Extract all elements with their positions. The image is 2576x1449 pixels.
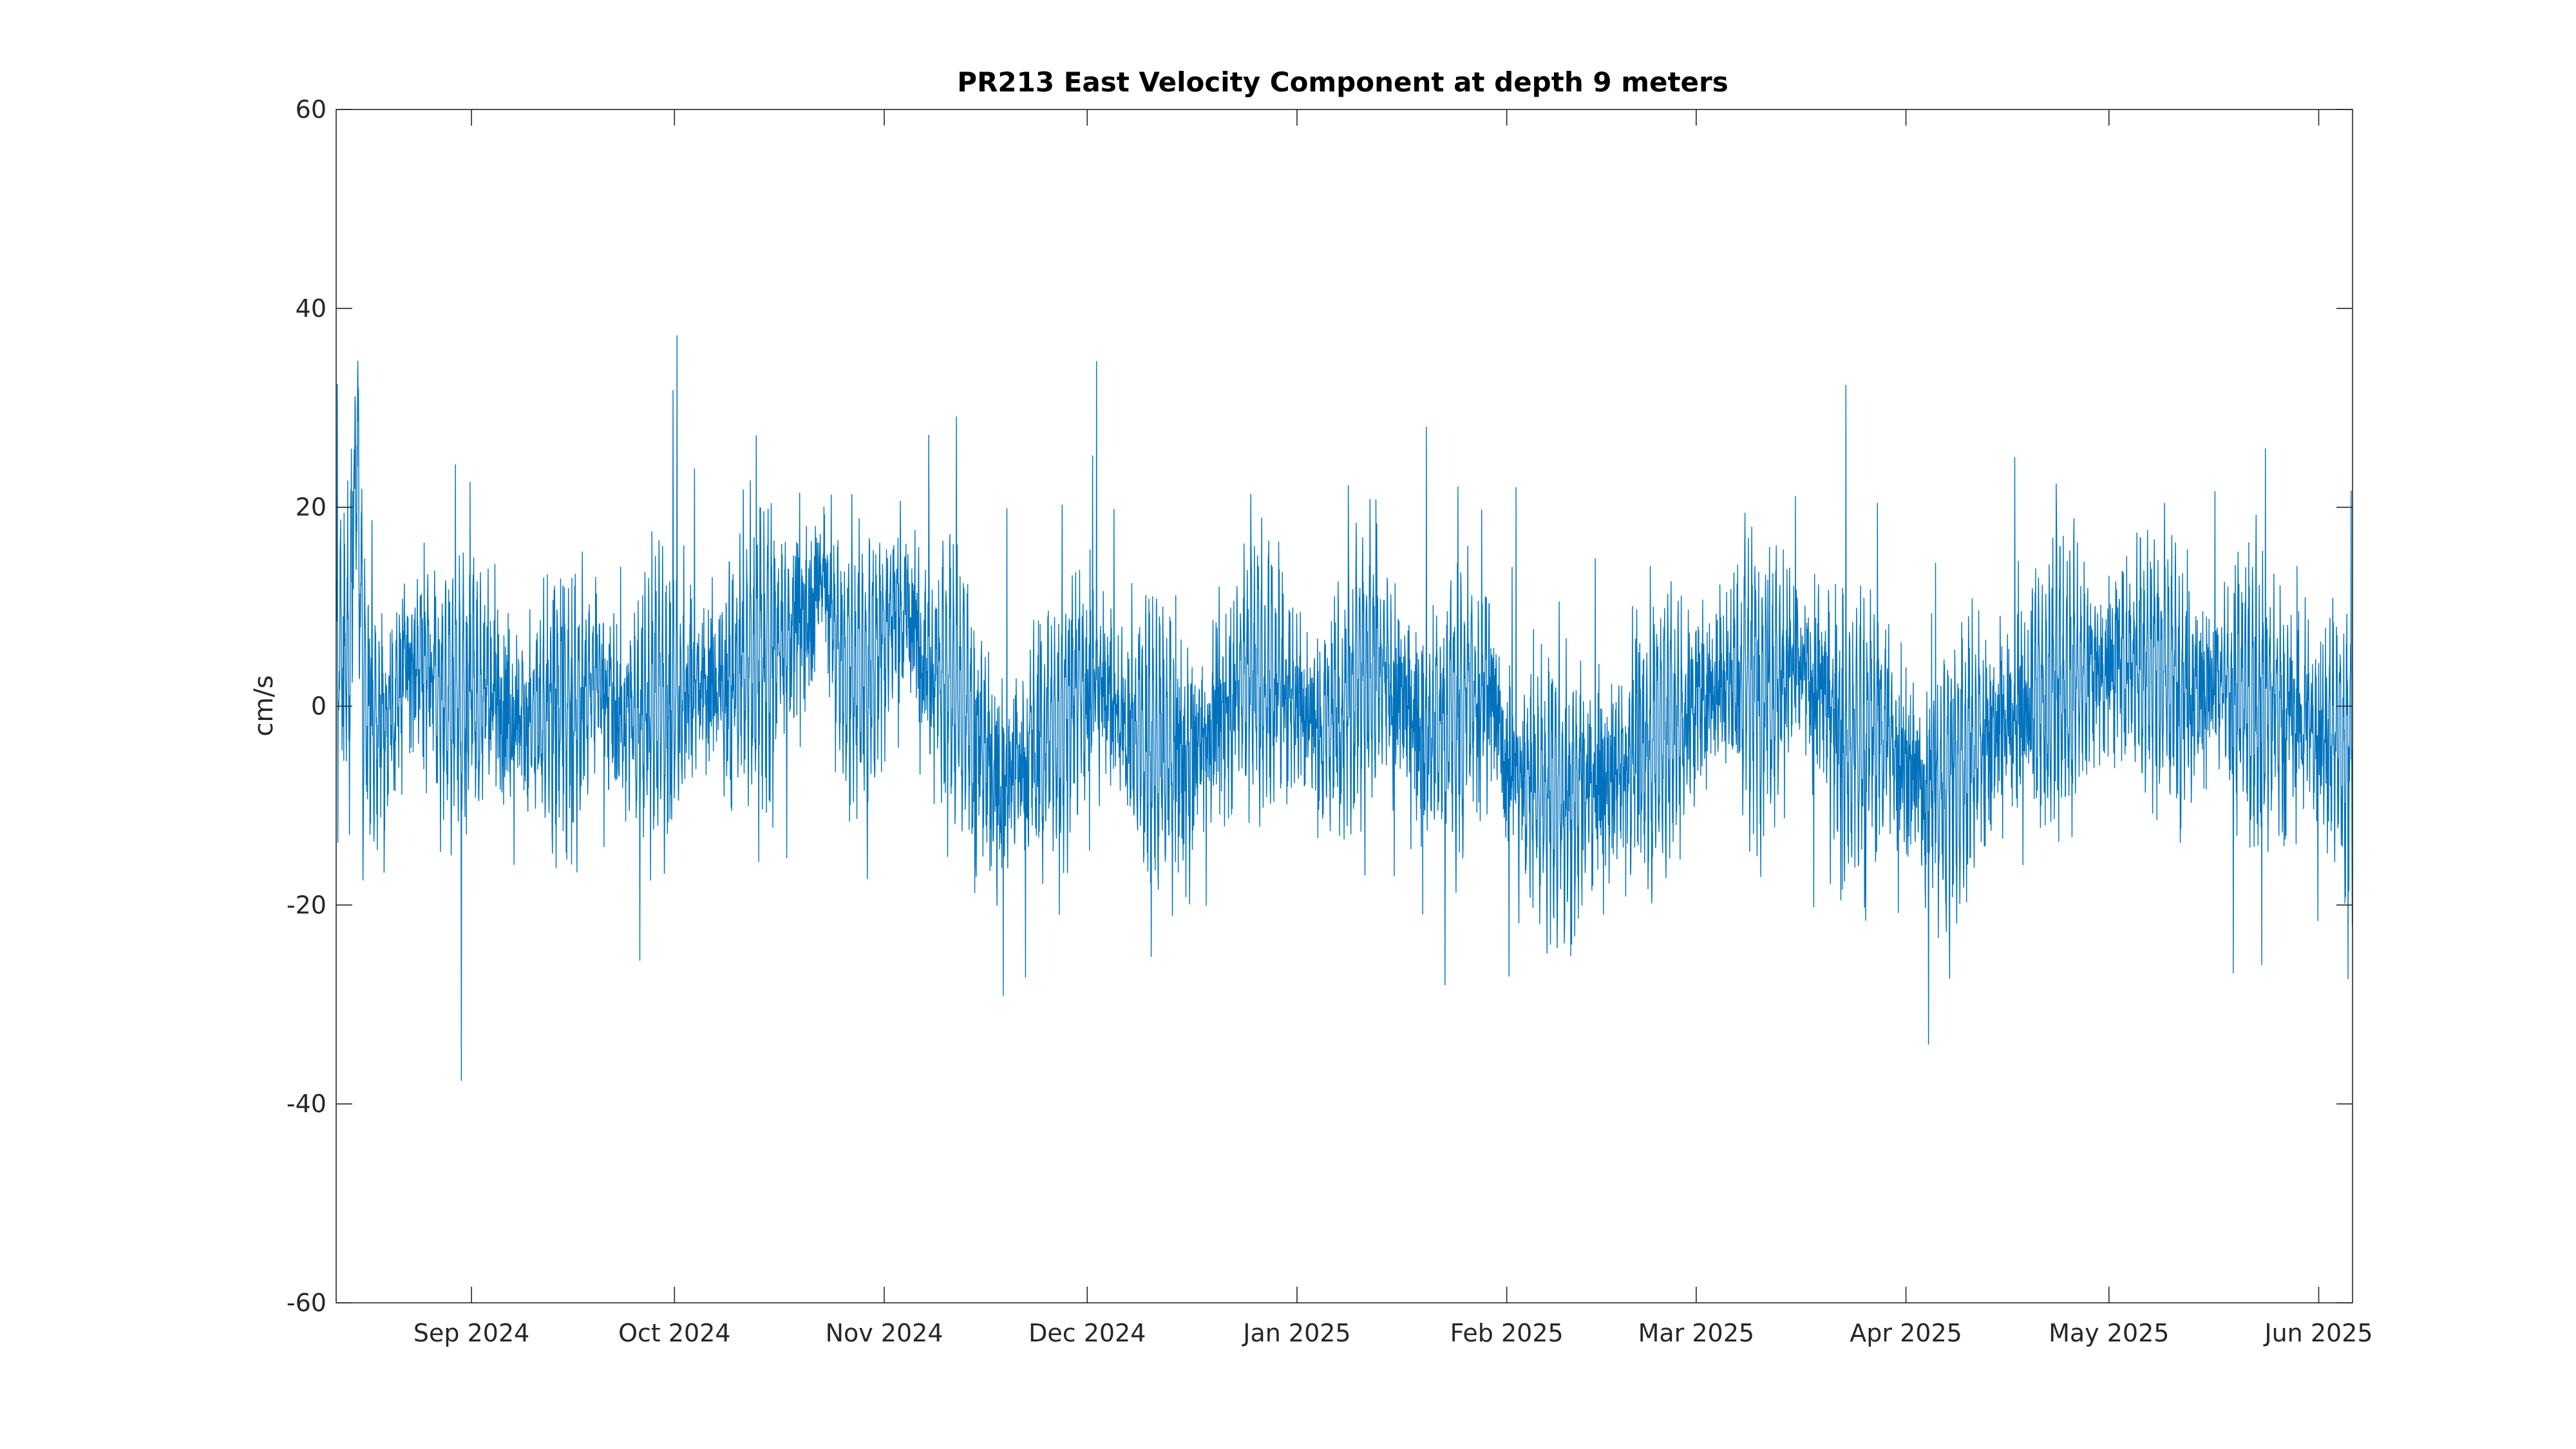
y-tick-label: 0 <box>311 692 327 721</box>
x-tick-label: Apr 2025 <box>1850 1319 1962 1347</box>
x-tick-label: Jun 2025 <box>2263 1319 2372 1347</box>
x-tick-label: Nov 2024 <box>826 1319 943 1347</box>
x-tick-label: Oct 2024 <box>618 1319 731 1347</box>
y-tick-label: 60 <box>296 95 327 124</box>
series-line-east-velocity <box>336 335 2353 1081</box>
y-tick-label: 20 <box>296 493 327 522</box>
x-tick-label: Mar 2025 <box>1638 1319 1754 1347</box>
y-tick-label: -20 <box>287 891 327 919</box>
x-tick-label: Dec 2024 <box>1028 1319 1146 1347</box>
tick-layer: Sep 2024 Oct 2024 Nov 2024 Dec 2024 Jan 2025… <box>287 95 2373 1347</box>
y-tick-label: -60 <box>287 1289 327 1317</box>
y-tick-label: 40 <box>296 294 327 323</box>
y-tick-label: -40 <box>287 1090 327 1118</box>
x-tick-label: May 2025 <box>2049 1319 2169 1347</box>
x-tick-label: Feb 2025 <box>1450 1319 1564 1347</box>
series-layer <box>336 335 2353 1081</box>
chart-title: PR213 East Velocity Component at depth 9… <box>957 66 1728 98</box>
x-tick-label: Sep 2024 <box>413 1319 529 1347</box>
x-tick-label: Jan 2025 <box>1242 1319 1350 1347</box>
y-axis-label: cm/s <box>249 675 279 736</box>
